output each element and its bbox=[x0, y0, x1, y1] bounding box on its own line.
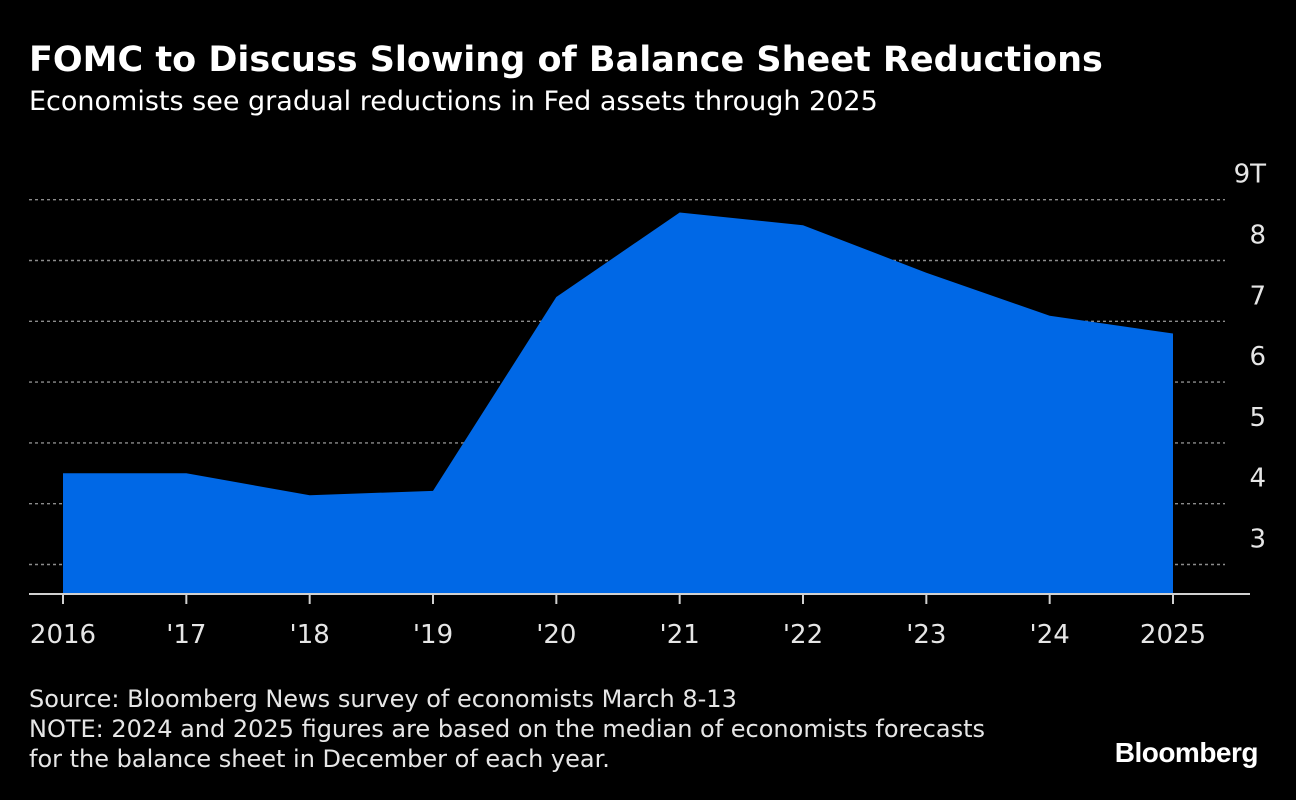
x-tick-label: '18 bbox=[290, 620, 330, 650]
y-tick-label: 3 bbox=[1249, 525, 1266, 555]
area-series bbox=[63, 212, 1173, 594]
footer-notes: Source: Bloomberg News survey of economi… bbox=[29, 684, 985, 774]
y-tick-label: 5 bbox=[1249, 403, 1266, 433]
bloomberg-logo: Bloomberg bbox=[1114, 737, 1259, 768]
source-note: Source: Bloomberg News survey of economi… bbox=[29, 685, 737, 713]
chart-title: FOMC to Discuss Slowing of Balance Sheet… bbox=[29, 40, 1103, 80]
x-tick-label: '19 bbox=[413, 620, 453, 650]
note-line-1: NOTE: 2024 and 2025 figures are based on… bbox=[29, 715, 985, 743]
chart-subtitle: Economists see gradual reductions in Fed… bbox=[29, 86, 878, 117]
x-tick-labels: 2016 '17 '18 '19 '20 '21 '22 '23 '24 2025 bbox=[30, 620, 1206, 650]
x-tick-label: '21 bbox=[660, 620, 700, 650]
x-tick-label: '22 bbox=[783, 620, 823, 650]
x-tick-label: '17 bbox=[166, 620, 206, 650]
y-axis: 3 4 5 6 7 8 9T bbox=[1234, 160, 1267, 555]
y-tick-label: 8 bbox=[1249, 221, 1266, 251]
x-tick-label: '24 bbox=[1030, 620, 1070, 650]
y-tick-label: 7 bbox=[1249, 281, 1266, 311]
note-line-2: for the balance sheet in December of eac… bbox=[29, 745, 610, 773]
y-tick-label: 6 bbox=[1249, 342, 1266, 372]
plot-area bbox=[63, 212, 1173, 594]
y-tick-label: 4 bbox=[1249, 464, 1266, 494]
x-axis bbox=[29, 593, 1250, 604]
x-tick-label: 2016 bbox=[30, 620, 96, 650]
x-tick-label: 2025 bbox=[1140, 620, 1206, 650]
x-tick-label: '23 bbox=[906, 620, 946, 650]
y-tick-label: 9T bbox=[1234, 160, 1267, 190]
x-tick-label: '20 bbox=[536, 620, 576, 650]
